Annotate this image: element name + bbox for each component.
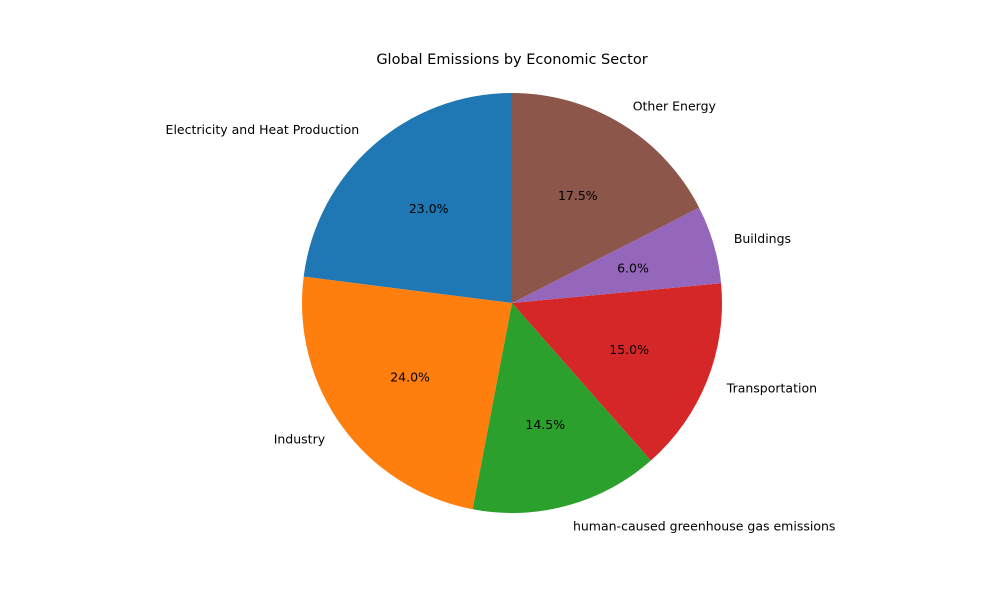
percentage-labels: 23.0% 24.0% 14.5% 15.0% 6.0% 17.5%: [390, 188, 649, 432]
slice-labels: Electricity and Heat Production Industry h…: [166, 99, 836, 534]
pie-slice-human-caused-greenhouse-gas-emissions: [472, 303, 651, 513]
pie-slices: [302, 93, 722, 513]
pie-slice-transportation: [512, 283, 722, 461]
slice-label-electricity-and-heat-production: Electricity and Heat Production: [166, 122, 360, 137]
pie-slice-buildings: [512, 207, 722, 303]
percentage-label-other-energy: 17.5%: [558, 188, 598, 203]
percentage-label-industry: 24.0%: [390, 370, 430, 385]
slice-label-human-caused-greenhouse-gas-emissions: human-caused greenhouse gas emissions: [573, 518, 835, 533]
percentage-label-electricity-and-heat-production: 23.0%: [409, 201, 449, 216]
pie-slice-industry: [302, 276, 512, 510]
percentage-label-human-caused-greenhouse-gas-emissions: 14.5%: [525, 417, 565, 432]
percentage-label-transportation: 15.0%: [609, 342, 649, 357]
pie-slice-other-energy: [512, 93, 700, 303]
chart-title: Global Emissions by Economic Sector: [376, 52, 647, 68]
slice-label-transportation: Transportation: [726, 381, 817, 396]
slice-label-industry: Industry: [274, 431, 326, 446]
pie-slice-electricity-and-heat-production: [303, 93, 512, 303]
percentage-label-buildings: 6.0%: [617, 260, 649, 275]
slice-label-other-energy: Other Energy: [633, 99, 717, 114]
slice-label-buildings: Buildings: [734, 231, 791, 246]
